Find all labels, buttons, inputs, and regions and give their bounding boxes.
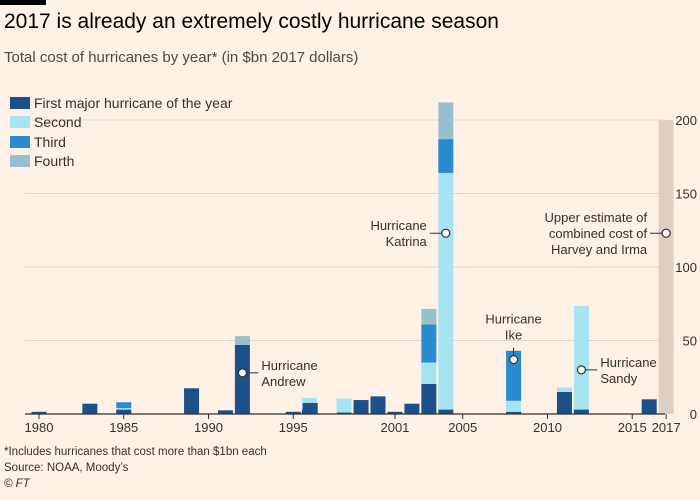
annotation-andrew-text: Andrew [261, 374, 306, 389]
x-tick-label: 2010 [533, 420, 562, 435]
bar-segment-1999-first [353, 400, 369, 414]
annotation-sandy-text: Hurricane [600, 355, 656, 370]
bar-segment-2002-first [404, 403, 420, 414]
x-tick-label: 1980 [25, 420, 54, 435]
bar-segment-1992-first [234, 344, 250, 414]
chart-title: 2017 is already an extremely costly hurr… [4, 10, 499, 33]
x-tick-label: 2005 [448, 420, 477, 435]
legend-label-third: Third [34, 133, 66, 150]
x-tick-label: 1995 [279, 420, 308, 435]
y-tick-label: 50 [683, 334, 697, 349]
legend-label-fourth: Fourth [34, 153, 75, 170]
bar-segment-1998-second [336, 398, 352, 413]
annotation-ike-marker [508, 355, 519, 365]
legend-label-first: First major hurricane of the year [34, 94, 233, 111]
y-tick-label: 100 [675, 260, 697, 275]
legend-swatch-third [10, 135, 30, 148]
bar-segment-1995-first [285, 411, 301, 414]
bar-segment-1998-first [336, 412, 352, 414]
bar-segment-1985-third [116, 402, 132, 409]
annotation-andrew-marker [237, 368, 247, 378]
bar-segment-2012-first [573, 409, 589, 414]
x-tick-label: 1985 [109, 420, 138, 435]
bar-estimate-2017 [658, 120, 674, 414]
legend-label-second: Second [34, 114, 82, 131]
bar-segment-2003-third [421, 324, 437, 363]
y-tick-label: 200 [675, 113, 697, 128]
bar-segment-2011-second [556, 387, 572, 392]
bar-segment-1992-fourth [234, 336, 250, 345]
x-tick-label: 2001 [380, 420, 409, 435]
bar-segment-1985-second [116, 408, 132, 410]
y-tick-label: 0 [690, 407, 697, 422]
bar-segment-2008-third [506, 350, 522, 401]
bar-segment-2000-first [370, 396, 386, 414]
bar-segment-2008-first [506, 411, 522, 414]
legend-swatch-first [10, 96, 30, 109]
x-tick-label: 2015 [618, 420, 647, 435]
legend-item-third: Third [10, 132, 232, 152]
bar-segment-2012-second [573, 305, 589, 410]
annotation-katrina-marker [441, 228, 451, 238]
bar-segment-2004-first [438, 409, 454, 414]
annotation-estimate-text: combined cost of [549, 226, 648, 241]
bar-segment-1985-first [116, 409, 132, 414]
annotation-sandy-marker [576, 365, 587, 375]
bar-segment-2004-fourth [438, 102, 454, 140]
bar-segment-2016-first [641, 399, 657, 414]
bar-segment-1980-first [31, 411, 47, 414]
annotation-estimate-text: Harvey and Irma [551, 242, 648, 257]
annotation-katrina-text: Hurricane [370, 218, 426, 233]
footnote: *Includes hurricanes that cost more than… [4, 446, 267, 458]
annotation-estimate-marker [661, 228, 671, 238]
bar-segment-1996-first [302, 402, 318, 414]
bar-segment-2011-first [556, 391, 572, 414]
legend-swatch-second [10, 116, 30, 129]
bar-segment-2003-second [421, 362, 437, 384]
bar-segment-1991-first [217, 410, 233, 414]
bar-segment-2008-second [506, 400, 522, 412]
x-tick-label: 2017 [652, 420, 681, 435]
legend-item-second: Second [10, 113, 232, 133]
legend-item-first: First major hurricane of the year [10, 93, 232, 113]
annotation-andrew-text: Hurricane [261, 358, 317, 373]
y-tick-label: 150 [675, 187, 697, 202]
annotation-estimate-text: Upper estimate of [545, 210, 648, 225]
brand-bar [0, 0, 46, 5]
bar-segment-2003-first [421, 383, 437, 414]
x-tick-label: 1990 [194, 420, 223, 435]
legend-swatch-fourth [10, 155, 30, 168]
credit: © FT [4, 478, 30, 490]
annotation-ike-text: Ike [505, 328, 522, 343]
legend-item-fourth: Fourth [10, 152, 232, 172]
bar-segment-2004-third [438, 139, 454, 173]
bar-segment-1983-first [82, 403, 98, 414]
bar-segment-2004-second [438, 172, 454, 410]
legend: First major hurricane of the year Second… [10, 93, 232, 171]
annotation-katrina-text: Katrina [386, 234, 428, 249]
annotation-ike-text: Hurricane [485, 312, 541, 327]
bar-segment-2001-first [387, 411, 403, 414]
bar-segment-2003-fourth [421, 308, 437, 325]
chart-subtitle: Total cost of hurricanes by year* (in $b… [4, 49, 359, 66]
bar-segment-1989-first [184, 388, 200, 414]
source-note: Source: NOAA, Moody’s [4, 462, 129, 474]
annotation-sandy-text: Sandy [600, 371, 637, 386]
